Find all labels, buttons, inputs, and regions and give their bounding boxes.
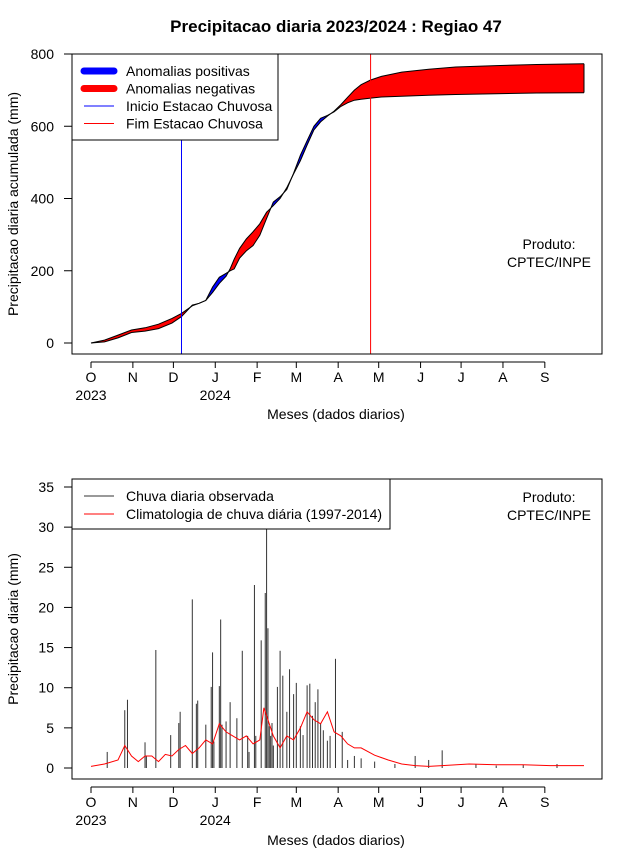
x-tick-label: D [168,794,178,810]
accumulated-chart: Precipitacao diaria 2023/2024 : Regiao 4… [5,17,603,422]
negative-anomaly-area [228,205,272,272]
x-axis: O N D J F M A M J J A S 2023 2024 [75,786,550,828]
x-tick-label: F [253,794,262,810]
y-tick-label: 400 [31,191,55,207]
positive-anomaly-area [292,113,332,177]
x-axis-label: Meses (dados diarios) [267,406,405,422]
y-tick-label: 600 [31,118,55,134]
x-tick-label: O [86,369,97,385]
y-tick-label: 200 [31,263,55,279]
legend-label: Anomalias negativas [126,81,255,97]
y-axis-label: Precipitacao diaria (mm) [5,553,21,705]
y-tick-label: 10 [38,680,54,696]
x-tick-label: J [458,794,465,810]
year-label: 2024 [200,812,231,828]
y-tick-label: 0 [46,760,54,776]
x-tick-label: S [540,369,549,385]
x-tick-label: D [168,369,178,385]
year-label: 2024 [200,387,231,403]
x-tick-label: J [212,794,219,810]
climatology-line [90,707,584,767]
y-tick-label: 30 [38,519,54,535]
x-tick-label: A [334,369,344,385]
x-tick-label: M [373,369,385,385]
x-tick-label: N [128,369,138,385]
legend-label: Fim Estacao Chuvosa [126,116,263,132]
y-tick-label: 25 [38,559,54,575]
legend-label: Anomalias positivas [126,63,250,79]
y-tick-label: 35 [38,479,54,495]
x-tick-label: N [128,794,138,810]
plot-frame [71,53,603,355]
negative-anomaly-area [331,63,584,114]
y-tick-label: 15 [38,640,54,656]
legend: Anomalias positivas Anomalias negativasIn… [71,53,279,141]
annotation-line-2: CPTEC/INPE [507,507,591,523]
x-tick-label: A [334,794,344,810]
y-tick-label: 5 [46,720,54,736]
y-tick-label: 800 [31,46,55,62]
x-axis-label: Meses (dados diarios) [267,832,405,848]
annotation-line-1: Produto: [523,489,576,505]
legend-label: Climatologia de chuva diária (1997-2014) [126,506,382,522]
x-tick-label: J [458,369,465,385]
x-tick-label: A [498,369,508,385]
annotation-line-2: CPTEC/INPE [507,254,591,270]
legend-label: Inicio Estacao Chuvosa [126,98,273,114]
y-tick-label: 0 [46,335,54,351]
x-tick-label: J [212,369,219,385]
year-label: 2023 [75,812,106,828]
x-tick-label: J [417,794,424,810]
daily-bars [106,519,558,768]
y-axis: 0 200 400 600 800 [31,46,72,351]
y-axis-label: Precipitacao diaria acumulada (mm) [5,92,21,316]
annotation-line-1: Produto: [523,236,576,252]
daily-chart: 0 5 10 15 20 25 30 35 O N D J F M A M J J A S 2023 2024 Mese… [5,478,603,848]
year-label: 2023 [75,387,106,403]
annotation: Produto: CPTEC/INPE [507,236,591,270]
x-tick-label: J [417,369,424,385]
x-tick-label: O [86,794,97,810]
y-tick-label: 20 [38,599,54,615]
legend: Chuva diaria observada Climatologia de ch… [71,478,391,530]
chart-title: Precipitacao diaria 2023/2024 : Regiao 4… [170,17,502,36]
x-tick-label: S [540,794,549,810]
annotation: Produto: CPTEC/INPE [507,489,591,523]
x-tick-label: F [253,369,262,385]
x-tick-label: A [498,794,508,810]
x-tick-label: M [373,794,385,810]
legend-label: Chuva diaria observada [126,488,274,504]
legend-box [71,478,391,530]
x-tick-label: M [290,794,302,810]
negative-anomaly-area [92,306,191,343]
positive-anomaly-area [191,271,229,307]
climatology-daily-line [90,707,584,767]
y-axis: 0 5 10 15 20 25 30 35 [38,479,72,776]
x-axis: O N D J F M A M J J A S 2023 2024 [75,361,550,403]
x-tick-label: M [290,369,302,385]
